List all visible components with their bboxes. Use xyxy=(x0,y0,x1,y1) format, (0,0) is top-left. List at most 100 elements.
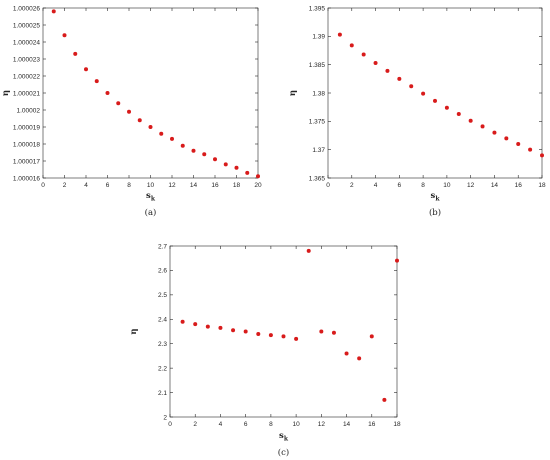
y-tick-label: 1.000016 xyxy=(13,175,40,182)
y-tick-label: 1.000024 xyxy=(13,39,40,46)
data-point xyxy=(213,157,217,162)
y-tick-label: 1.37 xyxy=(312,147,325,154)
data-point xyxy=(361,52,366,57)
data-point xyxy=(193,322,198,327)
data-point xyxy=(62,33,67,38)
x-tick-label: 2 xyxy=(63,182,67,189)
x-tick-label: 16 xyxy=(211,182,219,189)
x-tick-label: 18 xyxy=(233,182,241,189)
data-point xyxy=(444,105,449,110)
y-tick-label: 1.38 xyxy=(312,90,325,97)
panel-caption: (a) xyxy=(145,207,157,218)
plot-frame xyxy=(169,245,398,418)
x-tick-label: 0 xyxy=(168,421,172,428)
x-tick-label: 0 xyxy=(41,182,45,189)
y-tick-label: 1.000019 xyxy=(13,124,40,131)
data-point xyxy=(234,165,239,170)
x-tick-label: 2 xyxy=(350,182,354,189)
x-tick-label: 8 xyxy=(421,182,425,189)
y-tick-label: 1.000022 xyxy=(13,73,40,80)
data-point xyxy=(480,124,485,129)
data-point xyxy=(385,68,390,73)
x-tick-label: 6 xyxy=(106,182,110,189)
data-point xyxy=(180,143,185,148)
data-point xyxy=(357,356,362,361)
data-point xyxy=(528,147,533,152)
plot-frame xyxy=(327,7,543,179)
data-point xyxy=(540,153,544,158)
x-tick-label: 10 xyxy=(443,182,451,189)
data-point xyxy=(382,397,387,402)
y-tick-label: 1.000018 xyxy=(13,141,40,148)
data-point xyxy=(256,174,260,179)
x-tick-label: 4 xyxy=(219,421,223,428)
data-point xyxy=(245,170,250,175)
x-tick-label: 14 xyxy=(491,182,499,189)
x-tick-label: 6 xyxy=(398,182,402,189)
data-point xyxy=(337,32,342,37)
y-tick-label: 2.2 xyxy=(158,365,167,372)
data-point xyxy=(148,125,153,129)
y-axis-label: η xyxy=(1,90,11,96)
y-tick-label: 1.385 xyxy=(309,62,326,69)
data-point xyxy=(137,118,142,123)
data-point xyxy=(281,334,286,339)
x-axis-label: sk xyxy=(279,431,289,443)
y-tick-label: 2.4 xyxy=(158,317,167,324)
x-axis-label: sk xyxy=(146,191,156,203)
data-point xyxy=(516,142,521,146)
data-point xyxy=(397,76,402,81)
y-tick-label: 2.6 xyxy=(158,268,167,275)
x-tick-label: 18 xyxy=(538,182,546,189)
data-point xyxy=(218,325,223,330)
data-point xyxy=(456,111,461,116)
y-tick-label: 2.3 xyxy=(158,341,167,348)
y-tick-label: 1.365 xyxy=(309,175,326,182)
data-point xyxy=(349,43,354,48)
data-point xyxy=(116,101,121,106)
x-tick-label: 4 xyxy=(84,182,88,189)
x-tick-label: 12 xyxy=(168,182,176,189)
data-point xyxy=(504,136,509,141)
data-point xyxy=(180,319,185,324)
x-tick-label: 20 xyxy=(254,182,262,189)
data-point xyxy=(170,136,174,141)
y-tick-label: 2.7 xyxy=(158,243,167,250)
data-point xyxy=(159,131,164,136)
data-point xyxy=(409,84,414,89)
y-tick-label: 1.000023 xyxy=(13,56,40,63)
y-axis-label: η xyxy=(288,90,298,96)
panel-a: 0 2 4 6 8 10 12 14 16 18 20 1.000016 1.000017 1.00001… xyxy=(1,5,262,218)
x-tick-label: 10 xyxy=(292,421,300,428)
data-point xyxy=(369,334,374,339)
y-tick-label: 1.000021 xyxy=(13,90,40,97)
x-tick-label: 6 xyxy=(244,421,248,428)
data-point xyxy=(492,130,497,135)
panel-caption: (b) xyxy=(429,207,441,218)
data-point xyxy=(202,152,207,157)
y-tick-label: 2.5 xyxy=(158,292,167,299)
data-point xyxy=(191,148,196,153)
x-tick-label: 16 xyxy=(515,182,523,189)
y-axis-label: η xyxy=(129,328,139,334)
x-tick-label: 2 xyxy=(193,421,197,428)
data-point xyxy=(256,331,261,336)
y-tick-label: 1.000025 xyxy=(13,22,40,29)
y-tick-label: 1.39 xyxy=(312,34,325,41)
data-point xyxy=(294,336,299,341)
data-point xyxy=(395,258,399,263)
panel-caption: (c) xyxy=(278,447,289,458)
data-point xyxy=(268,333,273,338)
plot-frame xyxy=(42,7,259,179)
data-point xyxy=(73,51,78,56)
data-point xyxy=(468,118,473,123)
x-tick-label: 4 xyxy=(374,182,378,189)
data-point xyxy=(433,98,437,103)
data-point xyxy=(94,79,99,84)
x-tick-label: 14 xyxy=(190,182,198,189)
panel-c: 0 2 4 6 8 10 12 14 16 1822.12.22.32.42.52.62.7skη… xyxy=(129,243,401,458)
y-tick-label: 1.395 xyxy=(309,5,326,12)
x-tick-label: 14 xyxy=(343,421,351,428)
data-point xyxy=(105,91,110,95)
y-tick-label: 1.00002 xyxy=(17,107,41,114)
